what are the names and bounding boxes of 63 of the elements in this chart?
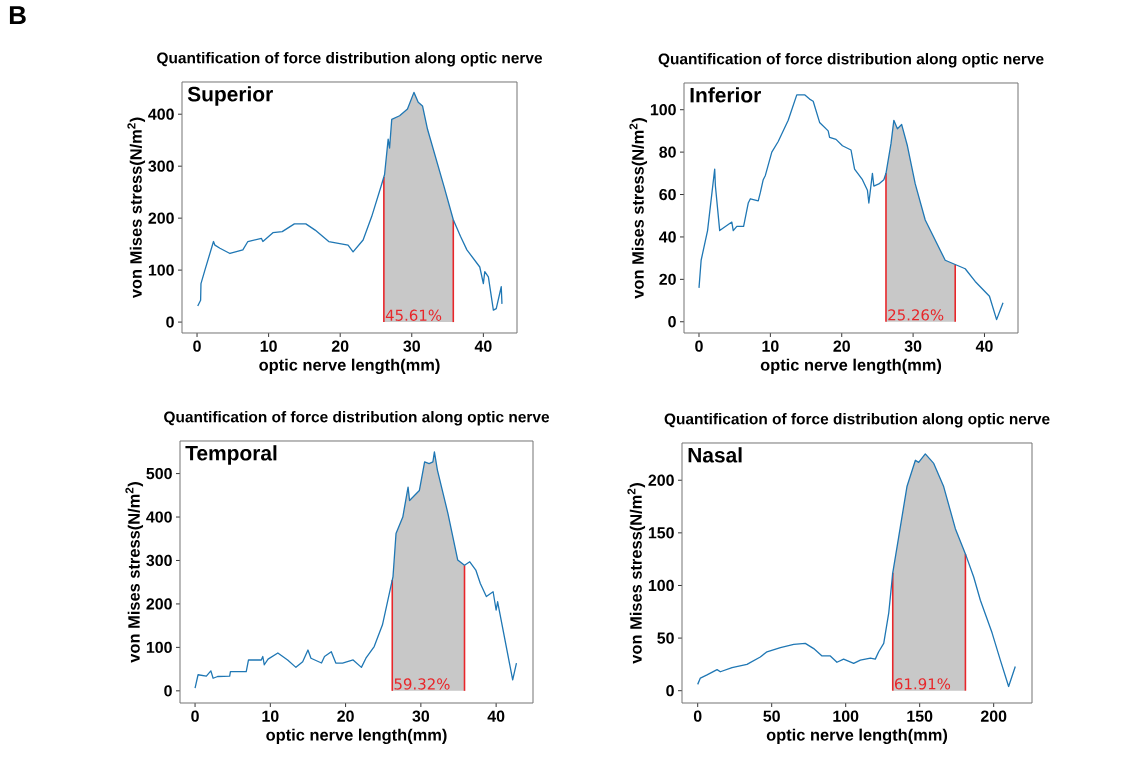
text: B (9, 6, 26, 25)
y-tick-label: 200 (148, 212, 174, 224)
x-tick-label: 200 (980, 710, 1007, 722)
x-tick-label: 0 (693, 710, 702, 722)
y-tick-label: 0 (166, 316, 174, 328)
x-tick-label: 30 (412, 710, 430, 722)
y-tick-label: 100 (650, 104, 676, 116)
y-tick-label: 0 (164, 685, 172, 697)
y-tick-label: 300 (146, 554, 172, 567)
y-tick-label: 60 (659, 188, 676, 201)
x-tick-label: 100 (833, 710, 859, 722)
y-tick-label: 0 (666, 685, 674, 697)
x-axis-title: optic nerve length(mm) (766, 728, 948, 745)
annotation: 25.26% (888, 309, 944, 321)
x-tick-label: 0 (193, 340, 201, 352)
y-tick-label: 50 (657, 632, 674, 644)
x-tick-label: 0 (695, 340, 703, 352)
y-tick-label: 300 (148, 160, 174, 172)
x-axis-title: optic nerve length(mm) (259, 358, 440, 375)
x-axis-title: optic nerve length(mm) (760, 358, 942, 375)
x-tick-label: 40 (975, 340, 993, 352)
x-tick-label: 20 (331, 340, 349, 352)
y-tick-label: 20 (659, 273, 676, 285)
annotation: Temporal (185, 445, 277, 465)
x-axis-title: optic nerve length(mm) (266, 728, 447, 745)
y-tick-label: 100 (648, 579, 674, 592)
annotation: 45.61% (385, 309, 442, 321)
chart-title: Quantification of force distribution along optic nerve (164, 411, 550, 426)
y-tick-label: 0 (668, 316, 676, 328)
x-tick-label: 30 (904, 340, 922, 352)
y-tick-label: 40 (658, 231, 676, 243)
x-tick-label: 20 (833, 340, 850, 352)
annotation: Superior (187, 86, 273, 106)
y-tick-label: 500 (146, 467, 172, 480)
x-tick-label: 10 (260, 340, 277, 352)
chart-title: Quantification of force distribution along optic nerve (658, 53, 1044, 68)
y-tick-label: 400 (148, 108, 174, 120)
y-axis-title: von Mises stress(N/m$^{2}$) (125, 482, 144, 663)
annotation: Inferior (690, 87, 761, 103)
annotation: 61.91% (895, 678, 951, 690)
x-tick-label: 10 (262, 710, 279, 722)
annotation: Nasal (688, 447, 742, 463)
y-axis-title: von Mises stress(N/m$^{2}$) (627, 483, 646, 664)
y-tick-label: 400 (146, 511, 172, 523)
x-tick-label: 50 (763, 710, 780, 722)
x-tick-label: 0 (191, 710, 199, 722)
y-tick-label: 100 (148, 264, 174, 276)
x-tick-label: 20 (337, 710, 354, 722)
x-tick-label: 30 (403, 340, 420, 352)
x-tick-label: 40 (487, 710, 505, 722)
chart-title: Quantification of force distribution along optic nerve (157, 52, 543, 67)
y-tick-label: 200 (146, 598, 172, 610)
y-tick-label: 100 (146, 641, 172, 654)
x-tick-label: 10 (762, 340, 779, 352)
chart-title: Quantification of force distribution along optic nerve (664, 413, 1050, 428)
annotation: 59.32% (394, 678, 450, 690)
y-tick-label: 80 (659, 146, 676, 158)
x-tick-label: 40 (474, 340, 492, 352)
y-axis-title: von Mises stress(N/m$^{2}$) (629, 118, 648, 299)
y-axis-title: von Mises stress(N/m$^{2}$) (127, 117, 146, 299)
y-tick-label: 200 (648, 474, 674, 486)
y-tick-label: 150 (648, 527, 674, 539)
x-tick-label: 150 (907, 710, 933, 722)
